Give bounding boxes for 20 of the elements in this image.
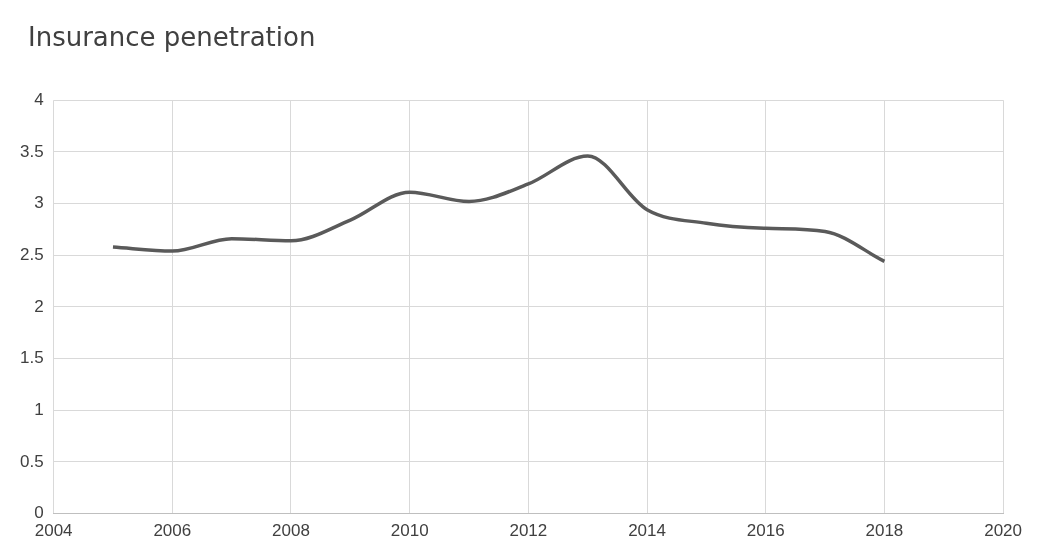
x-tick-label: 2020: [984, 521, 1022, 541]
x-tick-label: 2010: [390, 521, 429, 541]
y-tick-label: 3: [34, 193, 44, 213]
y-tick-label: 1: [34, 399, 44, 419]
x-tick-label: 2006: [153, 521, 192, 541]
y-tick-label: 0: [34, 503, 44, 523]
y-tick-label: 2: [34, 296, 44, 316]
x-tick-label: 2014: [628, 521, 666, 541]
x-tick-label: 2008: [272, 521, 310, 541]
x-tick-label: 2012: [509, 521, 548, 541]
x-tick-label: 2016: [746, 521, 785, 541]
y-tick-label: 4: [34, 89, 44, 109]
line-series: [111, 154, 887, 264]
y-tick-label: 2.5: [19, 244, 44, 264]
y-tick-label: 1.5: [19, 348, 44, 368]
x-tick-label: 2004: [34, 521, 73, 541]
y-tick-label: 0.5: [19, 451, 44, 471]
chart-title: Insurance penetration: [28, 22, 316, 52]
y-tick-label: 3.5: [19, 141, 44, 161]
x-tick-label: 2018: [865, 521, 904, 541]
